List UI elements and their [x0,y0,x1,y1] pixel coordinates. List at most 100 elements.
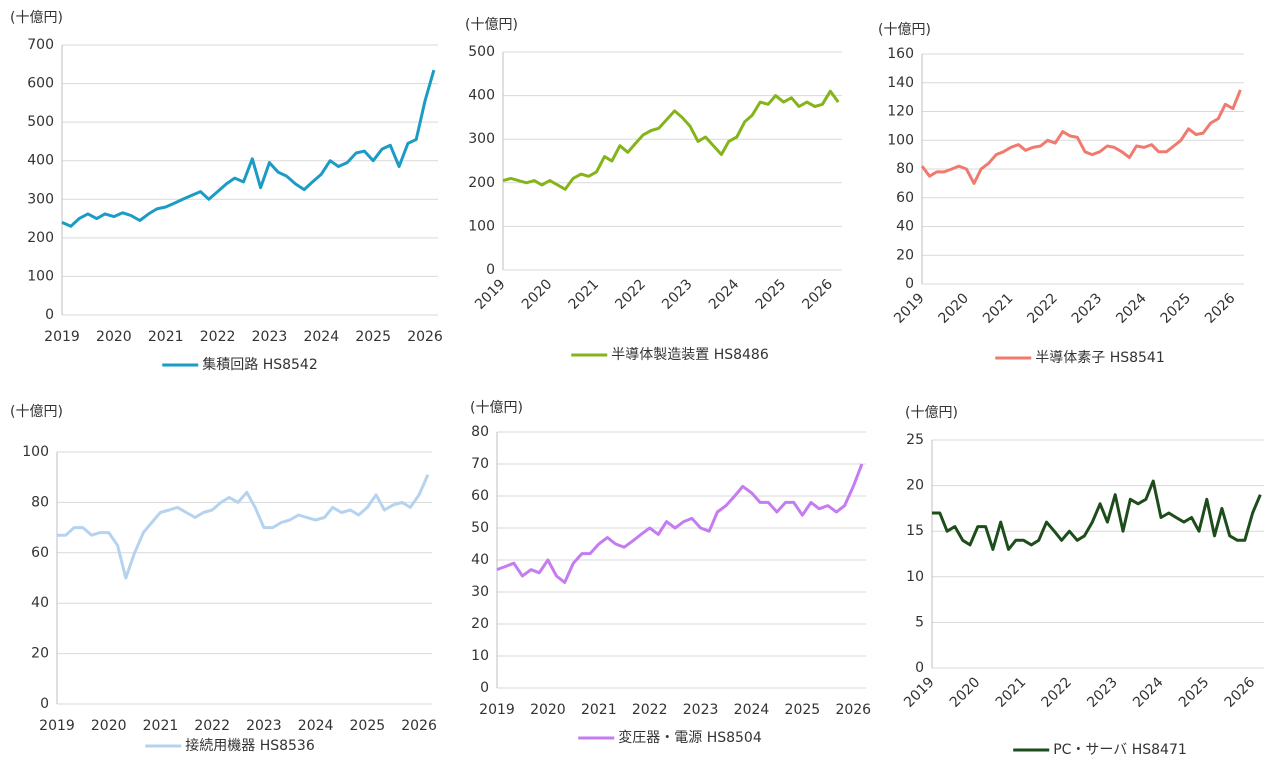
x-tick-label: 2024 [1113,290,1150,327]
x-tick-label: 2019 [472,276,509,313]
y-tick-label: 25 [906,432,924,448]
y-tick-label: 60 [896,190,914,206]
legend-label: 半導体製造装置 HS8486 [611,347,769,363]
data-line [502,89,840,191]
x-tick-label: 2026 [407,329,443,345]
y-tick-label: 300 [468,131,495,147]
x-tick-label: 2023 [1069,290,1106,327]
x-tick-label: 2020 [91,718,127,734]
x-tick-label: 2021 [148,329,184,345]
x-tick-label: 2022 [1039,674,1076,711]
x-tick-label: 2026 [401,718,437,734]
y-tick-label: 80 [896,161,914,177]
x-tick-label: 2025 [350,718,386,734]
x-tick-label: 2020 [96,329,132,345]
y-tick-label: 20 [471,616,489,632]
unit-label: (十億円) [10,404,63,420]
y-tick-label: 40 [896,219,914,235]
y-tick-label: 10 [471,648,489,664]
x-tick-label: 2021 [143,718,179,734]
x-tick-label: 2023 [1084,674,1121,711]
y-tick-label: 100 [887,132,914,148]
y-tick-label: 0 [45,307,54,323]
x-tick-label: 2019 [39,718,75,734]
x-tick-label: 2019 [479,702,515,718]
x-tick-label: 2022 [632,702,668,718]
x-tick-label: 2025 [753,276,790,313]
x-tick-label: 2025 [355,329,391,345]
x-tick-label: 2024 [298,718,334,734]
y-tick-label: 500 [468,44,495,60]
y-tick-label: 400 [27,153,54,169]
y-tick-label: 200 [27,230,54,246]
legend-label: 接続用機器 HS8536 [185,737,315,754]
data-line [496,463,864,584]
data-line [920,89,1242,185]
x-tick-label: 2024 [303,329,339,345]
y-tick-label: 40 [31,595,49,611]
unit-label: (十億円) [10,10,63,26]
x-tick-label: 2020 [947,674,984,711]
x-tick-label: 2021 [993,674,1030,711]
y-tick-label: 0 [480,680,489,696]
legend-label: 変圧器・電源 HS8504 [618,729,762,746]
y-tick-label: 70 [471,456,489,472]
unit-label: (十億円) [878,22,931,38]
y-tick-label: 10 [906,569,924,585]
x-tick-label: 2022 [200,329,236,345]
x-tick-label: 2022 [1024,290,1061,327]
data-line [61,69,436,228]
y-tick-label: 600 [27,76,54,92]
x-tick-label: 2024 [1130,674,1167,711]
y-tick-label: 100 [468,218,495,234]
data-line [932,479,1262,551]
y-tick-label: 500 [27,114,54,130]
x-tick-label: 2020 [519,276,556,313]
y-tick-label: 80 [471,424,489,440]
y-tick-label: 400 [468,88,495,104]
x-tick-label: 2019 [44,329,80,345]
x-tick-label: 2021 [581,702,617,718]
x-tick-label: 2026 [835,702,871,718]
y-tick-label: 0 [40,696,49,712]
legend-label: PC・サーバ HS8471 [1053,742,1187,758]
x-tick-label: 2023 [246,718,282,734]
y-tick-label: 0 [905,276,914,292]
y-tick-label: 100 [27,268,54,284]
y-tick-label: 0 [486,262,495,278]
y-tick-label: 160 [887,46,914,62]
y-tick-label: 40 [471,552,489,568]
y-tick-label: 0 [915,660,924,676]
x-tick-label: 2021 [566,276,603,313]
x-tick-label: 2025 [785,702,821,718]
y-tick-label: 15 [906,523,924,539]
legend-label: 集積回路 HS8542 [202,356,318,373]
x-tick-label: 2025 [1158,290,1195,327]
y-tick-label: 100 [22,444,49,460]
y-tick-label: 200 [468,175,495,191]
x-tick-label: 2020 [936,290,973,327]
x-tick-label: 2023 [252,329,288,345]
y-tick-label: 700 [27,37,54,53]
y-tick-label: 30 [471,584,489,600]
x-tick-label: 2024 [734,702,770,718]
data-line [57,474,430,580]
y-tick-label: 300 [27,191,54,207]
y-tick-label: 20 [906,478,924,494]
y-tick-label: 120 [887,104,914,120]
x-tick-label: 2026 [1222,674,1259,711]
y-tick-label: 80 [31,494,49,510]
x-tick-label: 2023 [659,276,696,313]
y-tick-label: 140 [887,75,914,91]
unit-label: (十億円) [470,400,523,416]
unit-label: (十億円) [905,405,958,421]
x-tick-label: 2019 [891,290,928,327]
unit-label: (十億円) [465,17,518,33]
y-tick-label: 5 [915,614,924,630]
x-tick-label: 2021 [980,290,1017,327]
x-tick-label: 2026 [799,276,836,313]
y-tick-label: 20 [31,646,49,662]
y-tick-label: 20 [896,247,914,263]
y-tick-label: 50 [471,520,489,536]
